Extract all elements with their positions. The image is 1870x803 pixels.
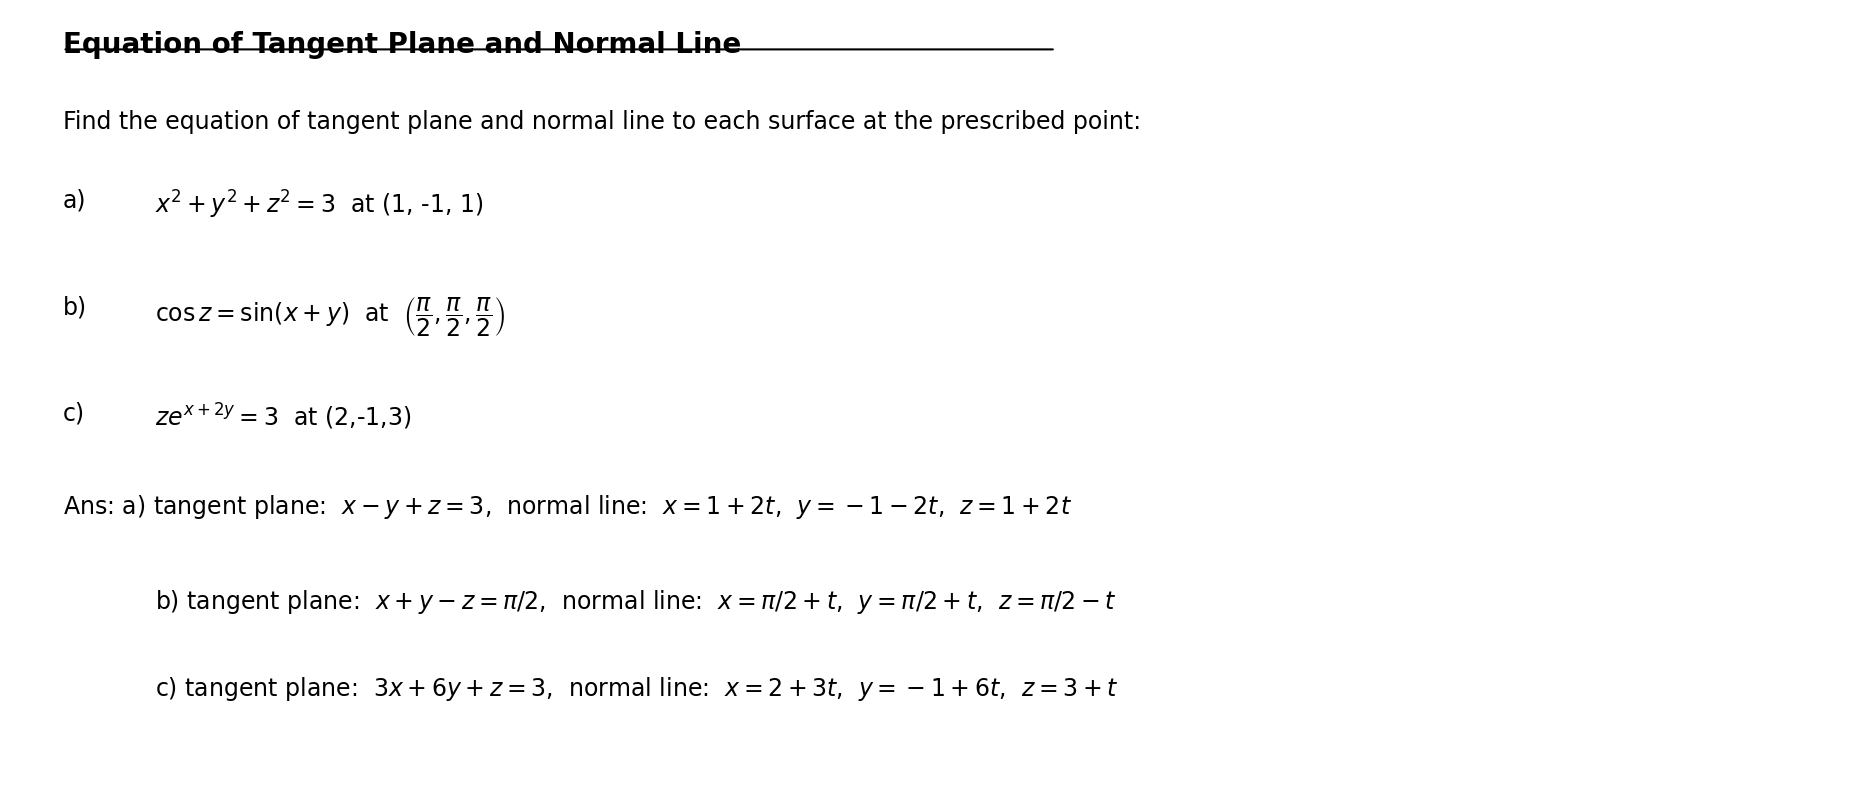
Text: $ze^{x+2y} = 3$  at (2,-1,3): $ze^{x+2y} = 3$ at (2,-1,3) [155, 402, 411, 432]
Text: Equation of Tangent Plane and Normal Line: Equation of Tangent Plane and Normal Lin… [62, 31, 741, 59]
Text: a): a) [62, 189, 86, 213]
Text: b): b) [62, 295, 86, 319]
Text: $\cos z = \sin(x + y)$  at  $\left(\dfrac{\pi}{2},\dfrac{\pi}{2},\dfrac{\pi}{2}\: $\cos z = \sin(x + y)$ at $\left(\dfrac{… [155, 295, 505, 338]
Text: b) tangent plane:  $x + y - z = \pi/2$,  normal line:  $x = \pi/2 + t$,  $y = \p: b) tangent plane: $x + y - z = \pi/2$, n… [155, 587, 1116, 615]
Text: c): c) [62, 402, 84, 426]
Text: $x^2 + y^2 + z^2 = 3$  at (1, -1, 1): $x^2 + y^2 + z^2 = 3$ at (1, -1, 1) [155, 189, 484, 221]
Text: c) tangent plane:  $3x + 6y + z = 3$,  normal line:  $x = 2 + 3t$,  $y = -1 + 6t: c) tangent plane: $3x + 6y + z = 3$, nor… [155, 674, 1118, 702]
Text: Find the equation of tangent plane and normal line to each surface at the prescr: Find the equation of tangent plane and n… [62, 109, 1141, 133]
Text: Ans: a) tangent plane:  $x - y + z = 3$,  normal line:  $x = 1 + 2t$,  $y = -1 -: Ans: a) tangent plane: $x - y + z = 3$, … [62, 492, 1072, 520]
